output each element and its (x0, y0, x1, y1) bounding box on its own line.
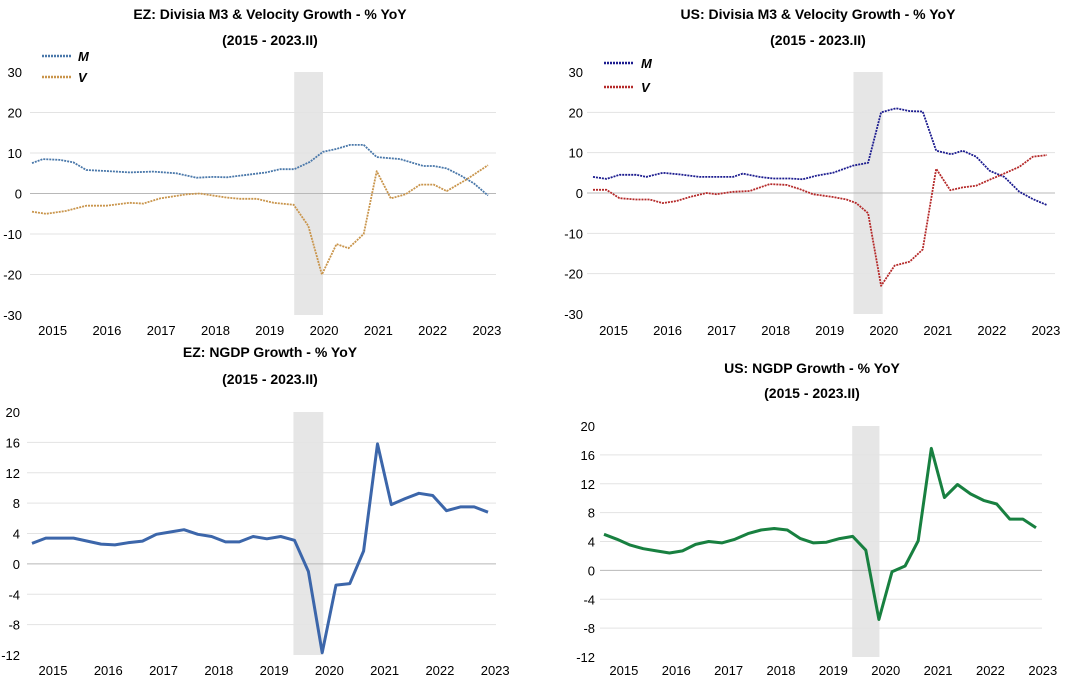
y-tick-label: 12 (581, 477, 595, 492)
x-tick-label: 2016 (94, 663, 123, 678)
y-tick-label: -4 (8, 587, 20, 602)
y-tick-label: -10 (3, 227, 22, 242)
x-tick-label: 2016 (653, 323, 682, 338)
y-tick-label: 16 (581, 448, 595, 463)
x-tick-label: 2015 (609, 663, 638, 678)
y-tick-label: 12 (6, 466, 20, 481)
y-tick-label: 20 (8, 106, 22, 121)
y-tick-label: 0 (13, 557, 20, 572)
chart-subtitle: (2015 - 2023.II) (222, 32, 318, 48)
x-tick-label: 2018 (204, 663, 233, 678)
x-tick-label: 2015 (39, 663, 68, 678)
us-ngdp-chart: US: NGDP Growth - % YoY (2015 - 2023.II)… (576, 360, 1057, 678)
x-tick-label: 2023 (1028, 663, 1057, 678)
y-tick-label: -8 (8, 618, 20, 633)
x-tick-label: 2021 (364, 323, 393, 338)
y-tick-label: 8 (13, 496, 20, 511)
x-tick-label: 2015 (599, 323, 628, 338)
ez-mv-chart: EZ: Divisia M3 & Velocity Growth - % YoY… (3, 6, 501, 338)
y-tick-label: -10 (564, 226, 583, 241)
y-tick-label: 20 (6, 405, 20, 420)
ez-ngdp-chart: EZ: NGDP Growth - % YoY (2015 - 2023.II)… (1, 344, 509, 678)
chart-title: US: Divisia M3 & Velocity Growth - % YoY (681, 6, 957, 22)
y-tick-label: -12 (576, 650, 595, 665)
legend-label-m: M (641, 56, 653, 71)
chart-title: EZ: NGDP Growth - % YoY (183, 344, 358, 360)
legend-label-v: V (78, 70, 88, 85)
x-tick-label: 2017 (147, 323, 176, 338)
chart-subtitle: (2015 - 2023.II) (770, 32, 866, 48)
x-tick-label: 2022 (418, 323, 447, 338)
chart-subtitle: (2015 - 2023.II) (764, 385, 860, 401)
x-tick-label: 2022 (425, 663, 454, 678)
y-tick-label: -30 (3, 308, 22, 323)
x-tick-label: 2019 (255, 323, 284, 338)
x-tick-label: 2015 (38, 323, 67, 338)
y-tick-label: -12 (1, 648, 20, 663)
y-tick-label: -30 (564, 307, 583, 322)
x-tick-label: 2021 (924, 663, 953, 678)
series-line-m (31, 143, 489, 197)
x-tick-label: 2020 (310, 323, 339, 338)
y-tick-label: 10 (569, 146, 583, 161)
series-line-v (31, 164, 489, 276)
x-tick-label: 2021 (923, 323, 952, 338)
series-line-v (593, 154, 1048, 287)
x-tick-label: 2020 (315, 663, 344, 678)
y-tick-label: 16 (6, 435, 20, 450)
x-tick-label: 2022 (977, 323, 1006, 338)
y-tick-label: 4 (13, 527, 20, 542)
x-tick-label: 2023 (472, 323, 501, 338)
series-line-ngdp (31, 442, 489, 655)
x-tick-label: 2021 (370, 663, 399, 678)
y-tick-label: 30 (569, 65, 583, 80)
x-tick-label: 2019 (815, 323, 844, 338)
y-tick-label: 4 (588, 535, 595, 550)
y-tick-label: 8 (588, 506, 595, 521)
x-tick-label: 2016 (662, 663, 691, 678)
y-tick-label: 30 (8, 65, 22, 80)
x-tick-label: 2018 (761, 323, 790, 338)
x-tick-label: 2022 (976, 663, 1005, 678)
legend-label-m: M (78, 49, 90, 64)
x-tick-label: 2020 (871, 663, 900, 678)
x-tick-label: 2018 (201, 323, 230, 338)
y-tick-label: 0 (588, 563, 595, 578)
y-tick-label: 20 (569, 105, 583, 120)
series-line-ngdp (603, 446, 1037, 621)
chart-title: EZ: Divisia M3 & Velocity Growth - % YoY (133, 6, 407, 22)
y-tick-label: 0 (576, 186, 583, 201)
x-tick-label: 2019 (819, 663, 848, 678)
x-tick-label: 2016 (92, 323, 121, 338)
y-tick-label: -20 (564, 267, 583, 282)
chart-subtitle: (2015 - 2023.II) (222, 371, 318, 387)
x-tick-label: 2017 (714, 663, 743, 678)
legend-label-v: V (641, 80, 651, 95)
x-tick-label: 2020 (869, 323, 898, 338)
y-tick-label: 0 (15, 187, 22, 202)
x-tick-label: 2017 (707, 323, 736, 338)
y-tick-label: 10 (8, 146, 22, 161)
series-line-m (592, 107, 1048, 206)
x-tick-label: 2019 (260, 663, 289, 678)
y-tick-label: -8 (583, 621, 595, 636)
chart-title: US: NGDP Growth - % YoY (724, 360, 900, 376)
x-tick-label: 2023 (481, 663, 510, 678)
y-tick-label: -20 (3, 268, 22, 283)
y-tick-label: 20 (581, 419, 595, 434)
x-tick-label: 2023 (1031, 323, 1060, 338)
x-tick-label: 2017 (149, 663, 178, 678)
y-tick-label: -4 (583, 592, 595, 607)
x-tick-label: 2018 (767, 663, 796, 678)
us-mv-chart: US: Divisia M3 & Velocity Growth - % YoY… (564, 6, 1060, 338)
